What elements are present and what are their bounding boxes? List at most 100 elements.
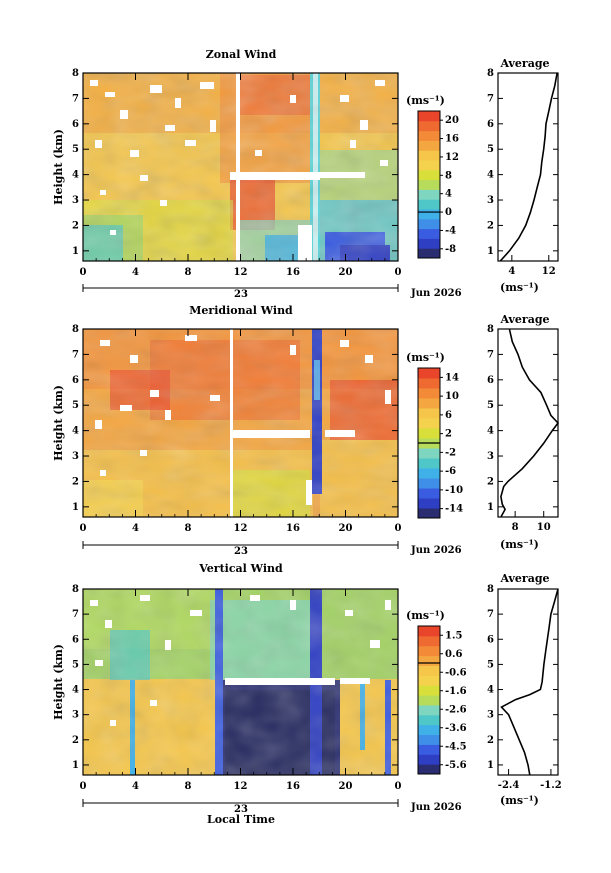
vertical-colorbar-label: -0.6: [445, 667, 467, 678]
vertical-colorbar-swatch: [418, 764, 440, 775]
zonal-colorbar-swatch: [418, 120, 440, 132]
vertical-colorbar-label: 0.6: [445, 649, 462, 660]
meridional-colorbar-swatch: [418, 478, 440, 489]
vertical-title: Vertical Wind: [198, 562, 283, 575]
meridional-average-profile: [500, 328, 560, 518]
zonal-colorbar-swatch: [418, 238, 440, 249]
zonal-heatmap: [82, 72, 399, 262]
vertical-colorbar-label: -5.6: [445, 760, 467, 771]
zonal-average-ytick-label: 6: [487, 119, 494, 130]
zonal-colorbar-swatch: [418, 169, 440, 181]
meridional-colorbar-label: -14: [445, 504, 463, 515]
meridional-xtick-label: 12: [234, 523, 248, 534]
zonal-average-ytick-label: 8: [487, 68, 494, 79]
vertical-colorbar-swatch: [418, 704, 440, 716]
meridional-colorbar-label: 6: [445, 410, 452, 421]
zonal-ytick-label: 1: [72, 246, 79, 257]
zonal-average-frame: [497, 72, 559, 262]
vertical-colorbar-swatch: [418, 744, 440, 755]
vertical-colorbar-swatch: [418, 655, 440, 666]
vertical-average-xlabel: (ms⁻¹): [500, 794, 539, 807]
zonal-panel: Zonal Wind: [52, 48, 559, 300]
meridional-average-xtick-label: 10: [537, 522, 551, 533]
meridional-colorbar-label: -10: [445, 485, 463, 496]
vertical-date: 23: [234, 804, 248, 815]
vertical-ytick-label: 2: [72, 735, 79, 746]
zonal-colorbar-swatch: [418, 199, 440, 210]
vertical-colorbar-label: 1.5: [445, 630, 462, 641]
vertical-average-ytick-label: 8: [487, 584, 494, 595]
vertical-month: Jun 2026: [410, 802, 462, 813]
zonal-ylabel: Height (km): [52, 129, 65, 205]
zonal-average-profile: [499, 72, 558, 262]
zonal-ytick-label: 3: [72, 195, 79, 206]
zonal-colorbar-frame: [417, 110, 441, 259]
meridional-ytick-label: 8: [72, 324, 79, 335]
meridional-average-ytick-label: 4: [487, 426, 494, 437]
meridional-unit: (ms⁻¹): [406, 351, 445, 364]
meridional-colorbar-swatch: [418, 428, 440, 439]
zonal-xtick-label: 20: [339, 267, 353, 278]
zonal-ytick-label: 6: [72, 119, 79, 130]
vertical-colorbar-swatch: [418, 724, 440, 736]
meridional-colorbar-label: -2: [445, 447, 456, 458]
vertical-ytick-label: 6: [72, 634, 79, 645]
meridional-date-bar: 23 Jun 2026: [82, 541, 462, 557]
zonal-colorbar-label: 12: [445, 152, 459, 163]
zonal-colorbar-label: 8: [445, 170, 452, 181]
zonal-xtick-label: 16: [286, 267, 300, 278]
meridional-colorbar-swatch: [418, 388, 440, 399]
vertical-ytick-label: 4: [72, 685, 79, 696]
zonal-average-xtick-label: 4: [508, 266, 515, 277]
meridional-ytick-label: 6: [72, 375, 79, 386]
zonal-date: 23: [234, 289, 248, 300]
vertical-colorbar-label: -2.6: [445, 704, 467, 715]
vertical-average-xtick-label: -1.2: [540, 780, 562, 791]
meridional-average-ytick-label: 5: [487, 400, 494, 411]
meridional-heatmap: [82, 328, 399, 518]
vertical-average-profile: [500, 588, 559, 776]
vertical-xtick-label: 16: [286, 781, 300, 792]
meridional-month: Jun 2026: [410, 545, 462, 556]
meridional-ytick-label: 3: [72, 451, 79, 462]
meridional-average-frame: [497, 328, 559, 518]
zonal-ytick-label: 7: [72, 93, 79, 104]
zonal-colorbar-label: 20: [445, 115, 459, 126]
zonal-ytick-label: 5: [72, 144, 79, 155]
meridional-colorbar-label: 10: [445, 391, 459, 402]
meridional-average: Average 1 2 3 4 5 6 7 8 8 10 (ms⁻¹): [487, 313, 560, 551]
zonal-average-title: Average: [499, 57, 549, 70]
meridional-colorbar-swatch: [418, 488, 440, 499]
vertical-xtick-label: 8: [185, 781, 192, 792]
meridional-xtick-label: 20: [339, 523, 353, 534]
meridional-ytick-label: 7: [72, 349, 79, 360]
vertical-colorbar-label: -1.6: [445, 686, 467, 697]
vertical-ytick-label: 1: [72, 760, 79, 771]
zonal-average-ytick-label: 1: [487, 246, 494, 257]
vertical-average-title: Average: [499, 572, 549, 585]
zonal-colorbar: (ms⁻¹) 20 16 12 8 4 0 -4 -8: [406, 94, 459, 259]
zonal-average-xlabel: (ms⁻¹): [500, 281, 539, 294]
vertical-xtick-label: 12: [234, 781, 248, 792]
meridional-average-ytick-label: 6: [487, 375, 494, 386]
meridional-colorbar-label: 2: [445, 429, 452, 440]
zonal-colorbar-swatch: [418, 189, 440, 200]
zonal-month: Jun 2026: [410, 288, 462, 299]
meridional-colorbar-swatch: [418, 398, 440, 409]
zonal-ytick-label: 8: [72, 68, 79, 79]
vertical-ytick-label: 3: [72, 710, 79, 721]
zonal-average-ytick-label: 4: [487, 170, 494, 181]
meridional-colorbar: (ms⁻¹) 14 10 6 2 -2 -6 -10 -14: [406, 351, 463, 519]
vertical-colorbar-label: -3.6: [445, 723, 467, 734]
meridional-colorbar-swatch: [418, 458, 440, 469]
vertical-colorbar: (ms⁻¹) 1.5 0.6 -0.6 -1.6 -2.6 -3.6 -4.5 -5.6: [406, 609, 467, 775]
zonal-colorbar-swatch: [418, 228, 440, 239]
vertical-colorbar-frame: [417, 625, 441, 775]
vertical-average-ytick-label: 2: [487, 735, 494, 746]
vertical-colorbar-swatch: [418, 734, 440, 745]
meridional-average-ytick-label: 2: [487, 476, 494, 487]
meridional-colorbar-swatch: [418, 378, 440, 389]
zonal-colorbar-swatch: [418, 218, 440, 230]
meridional-date: 23: [234, 546, 248, 557]
